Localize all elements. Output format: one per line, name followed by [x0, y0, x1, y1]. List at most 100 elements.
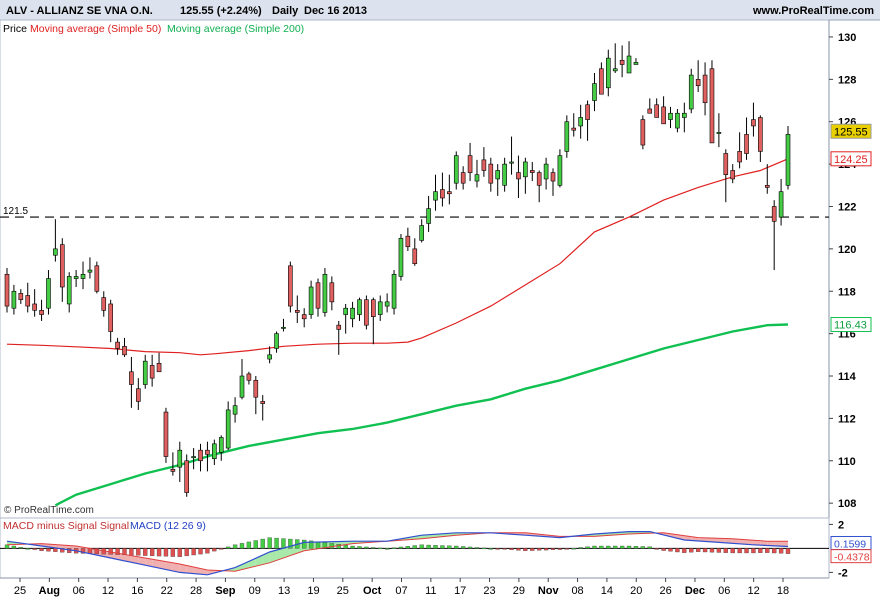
macd-fill [718, 538, 726, 543]
macd-fill [159, 560, 166, 570]
macd-hist-bar [447, 545, 452, 549]
candle [39, 299, 44, 321]
svg-text:125.55: 125.55 [834, 126, 868, 138]
macd-hist-bar [440, 545, 445, 549]
macd-hist-bar [329, 543, 334, 549]
candle [771, 200, 777, 271]
candle [495, 164, 501, 196]
macd-hist-bar [474, 547, 480, 549]
x-tick-label: 09 [249, 585, 261, 597]
macd-fill [746, 539, 754, 545]
candle [785, 125, 791, 190]
candle [481, 147, 487, 177]
macd-fill [711, 538, 719, 543]
macd-hist-bar [668, 548, 673, 552]
x-tick-label: 25 [14, 585, 26, 597]
macd-hist-bar [523, 548, 528, 551]
macd-hist-bar [46, 548, 51, 552]
macd-hist-bar [281, 538, 286, 549]
macd-fill [152, 559, 160, 569]
candle [343, 303, 348, 334]
x-tick-label: 08 [571, 585, 583, 597]
candle [4, 267, 10, 313]
support-line-label: 121.5 [3, 206, 28, 217]
macd-hist-bar [191, 548, 196, 556]
macd-fill [145, 558, 153, 567]
macd-hist-bar [606, 545, 611, 549]
candle [218, 435, 224, 461]
macd-hist-bar [613, 545, 618, 549]
candle [709, 60, 715, 144]
macd-hist-bar [357, 546, 362, 549]
macd-hist-bar [689, 548, 694, 553]
macd-hist-bar [267, 537, 272, 549]
candle [412, 238, 418, 266]
candle [281, 318, 286, 332]
macd-hist-bar [557, 548, 563, 550]
candle [502, 157, 507, 192]
svg-text:-0.4378: -0.4378 [834, 552, 870, 564]
candle [606, 49, 611, 97]
macd-fill [179, 564, 187, 573]
candle [364, 295, 369, 330]
site-link[interactable]: www.ProRealTime.com [752, 5, 874, 17]
candle [682, 102, 687, 133]
candle [488, 157, 494, 192]
candle [101, 291, 107, 317]
macd-fill [732, 538, 740, 544]
candle [198, 443, 203, 472]
candle [18, 289, 24, 304]
candle [212, 439, 217, 466]
x-tick-label: 12 [748, 585, 760, 597]
candle [453, 151, 459, 190]
legend-macd: MACD (12 26 9) [130, 520, 206, 532]
candle [391, 270, 397, 315]
candle [87, 257, 93, 279]
candle [474, 159, 480, 188]
macd-hist-bar [488, 548, 493, 550]
macd-hist-bar [226, 546, 231, 549]
x-tick-label: 19 [307, 585, 319, 597]
macd-hist-bar [184, 548, 189, 557]
candle [571, 113, 577, 137]
candle [440, 172, 445, 207]
macd-hist-bar [619, 545, 625, 549]
candle [246, 371, 252, 385]
macd-fill [781, 541, 788, 547]
candle [647, 98, 653, 114]
x-tick-label: 14 [601, 585, 613, 597]
candle [661, 96, 666, 125]
macd-hist-bar [495, 548, 500, 550]
watermark: © ProRealTime.com [4, 505, 94, 516]
candle [108, 299, 113, 343]
candle [191, 448, 196, 470]
badge-ma200: 116.43 [830, 317, 872, 333]
candle [529, 161, 535, 182]
x-tick-label: 25 [337, 585, 349, 597]
candle [322, 267, 328, 317]
candle [329, 276, 335, 311]
macd-hist-bar [461, 546, 466, 549]
candle [267, 346, 272, 364]
candle [509, 136, 514, 175]
candle [274, 331, 279, 353]
candle [80, 261, 86, 290]
period-text: Daily [272, 5, 299, 17]
candle [177, 441, 183, 482]
macd-hist-bar [709, 548, 715, 553]
macd-hist-bar [308, 540, 314, 549]
macd-hist-bar [426, 544, 431, 549]
macd-hist-bar [647, 546, 652, 549]
candle [253, 376, 259, 415]
candle [294, 295, 300, 324]
macd-fill [283, 546, 291, 558]
candle [308, 280, 314, 319]
macd-fill [172, 562, 180, 573]
svg-text:116.43: 116.43 [834, 320, 867, 332]
macd-hist-bar [94, 548, 99, 555]
macd-hist-bar [578, 547, 583, 549]
macd-hist-bar [654, 548, 659, 550]
macd-hist-bar [702, 548, 708, 553]
macd-hist-bar [405, 546, 411, 549]
